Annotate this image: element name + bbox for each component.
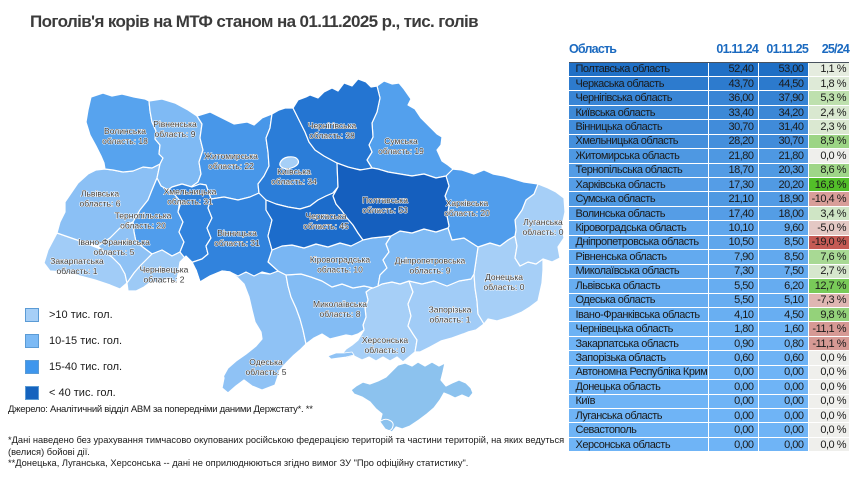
svg-text:Волинськаобласть: 18: Волинська область: 18 — [102, 126, 148, 146]
svg-text:Чернівецькаобласть: 2: Чернівецька область: 2 — [140, 265, 189, 285]
svg-text:Дніпропетровськаобласть: 9: Дніпропетровська область: 9 — [395, 256, 466, 276]
svg-text:Житомирськаобласть: 22: Житомирська область: 22 — [204, 151, 258, 171]
svg-text:Тернопільськаобласть: 20: Тернопільська область: 20 — [115, 211, 172, 231]
svg-text:Харківськаобласть: 20: Харківська область: 20 — [444, 198, 490, 218]
svg-text:Чернігівськаобласть: 38: Чернігівська область: 38 — [308, 121, 357, 141]
svg-text:Херсонськаобласть: 0: Херсонська область: 0 — [362, 335, 408, 355]
svg-text:Сумськаобласть: 19: Сумська область: 19 — [378, 136, 424, 156]
svg-text:Кіровоградськаобласть: 10: Кіровоградська область: 10 — [310, 255, 371, 275]
svg-text:Київськаобласть: 34: Київська область: 34 — [271, 167, 317, 187]
svg-text:Хмельницькаобласть: 31: Хмельницька область: 31 — [164, 187, 217, 207]
svg-text:Черкаськаобласть: 45: Черкаська область: 45 — [303, 211, 349, 231]
svg-text:Вінницькаобласть: 31: Вінницька область: 31 — [214, 228, 260, 248]
svg-text:Запорізькаобласть: 1: Запорізька область: 1 — [429, 305, 472, 325]
svg-text:Рівненськаобласть: 9: Рівненська область: 9 — [153, 119, 197, 139]
svg-text:Одеськаобласть: 5: Одеська область: 5 — [246, 357, 287, 377]
svg-text:Донецькаобласть: 0: Донецька область: 0 — [484, 272, 525, 292]
svg-text:Івано-Франківськаобласть: 5: Івано-Франківська область: 5 — [78, 237, 150, 257]
svg-text:Миколаївськаобласть: 8: Миколаївська область: 8 — [313, 299, 367, 319]
svg-text:Луганськаобласть: 0: Луганська область: 0 — [523, 217, 564, 237]
svg-text:Закарпатськаобласть: 1: Закарпатська область: 1 — [50, 256, 104, 276]
svg-text:Львівськаобласть: 6: Львівська область: 6 — [80, 189, 121, 209]
svg-text:Полтавськаобласть: 53: Полтавська область: 53 — [362, 195, 408, 215]
